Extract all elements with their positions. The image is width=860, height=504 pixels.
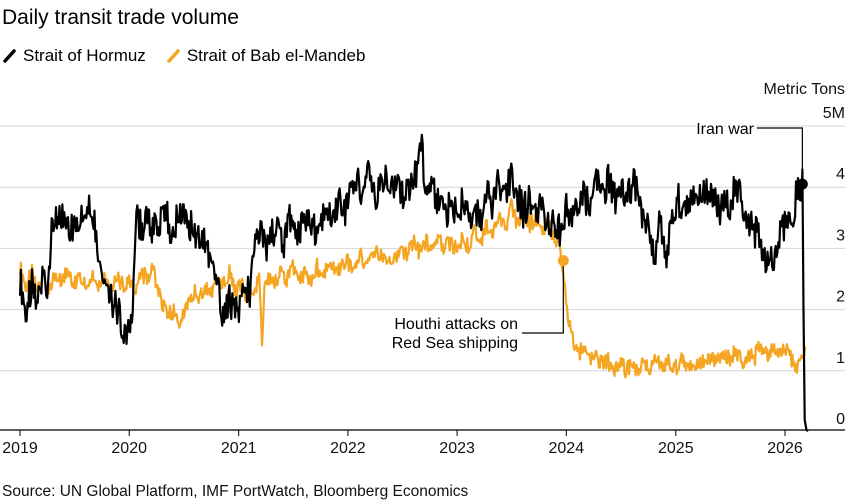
y-axis-title: Metric Tons	[763, 81, 845, 98]
y-tick-label-5: 5M	[823, 105, 845, 122]
y-tick-label-2: 2	[836, 289, 845, 306]
x-tick-label-2019: 2019	[2, 440, 38, 457]
legend-label-bab: Strait of Bab el-Mandeb	[186, 46, 366, 65]
annotation-leader-iran	[757, 127, 803, 185]
chart-title: Daily transit trade volume	[2, 6, 239, 29]
series-line-hormuz	[18, 133, 809, 432]
x-tick-label-2023: 2023	[439, 440, 475, 457]
legend-item-bab: Strait of Bab el-Mandeb	[166, 46, 366, 66]
y-tick-label-1: 1	[836, 350, 845, 367]
legend-swatch-hormuz	[3, 49, 16, 63]
legend-swatch-bab	[167, 49, 180, 63]
x-tick-label-2020: 2020	[111, 440, 147, 457]
x-tick-label-2022: 2022	[330, 440, 366, 457]
y-tick-label-4: 4	[836, 166, 845, 183]
annotation-leader-houthi	[522, 260, 564, 334]
x-tick-label-2026: 2026	[767, 440, 803, 457]
legend-item-hormuz: Strait of Hormuz	[2, 46, 146, 66]
x-tick-label-2025: 2025	[658, 440, 694, 457]
x-tick-label-2024: 2024	[549, 440, 585, 457]
legend: Strait of Hormuz Strait of Bab el-Mandeb	[2, 44, 385, 68]
y-tick-label-3: 3	[836, 227, 845, 244]
annotation-dot-houthi	[557, 255, 569, 267]
series-line-bab	[18, 198, 807, 379]
legend-label-hormuz: Strait of Hormuz	[23, 46, 146, 65]
annotation-label-iran: Iran war	[696, 121, 754, 138]
annotation-label-houthi-line-1: Houthi attacks on	[394, 316, 518, 333]
annotation-dot-iran	[796, 178, 808, 190]
annotation-label-houthi-line-2: Red Sea shipping	[392, 335, 518, 352]
y-tick-label-0: 0	[836, 411, 845, 428]
x-tick-label-2021: 2021	[221, 440, 257, 457]
source-note: Source: UN Global Platform, IMF PortWatc…	[2, 483, 469, 500]
